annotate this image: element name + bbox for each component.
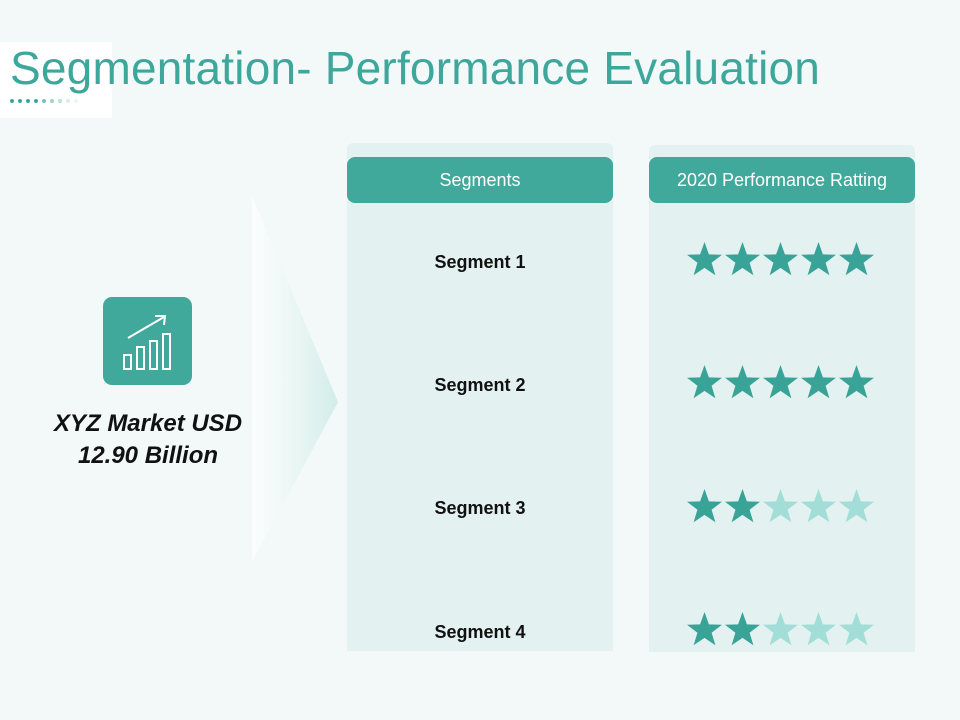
segment-label: Segment 1 [434, 252, 526, 272]
rating-header: 2020 Performance Ratting [649, 157, 915, 203]
star-filled-icon [801, 365, 836, 399]
star-empty-icon [801, 489, 836, 523]
market-size-text: XYZ Market USD 12.90 Billion [20, 408, 276, 472]
segment-label: Segment 4 [434, 622, 526, 642]
star-filled-icon [763, 365, 798, 399]
title-accent-block [0, 42, 112, 118]
segments-column [347, 143, 613, 651]
star-filled-icon [687, 489, 722, 523]
star-filled-icon [725, 365, 760, 399]
market-value: 12.90 Billion [77, 442, 219, 469]
star-filled-icon [725, 612, 760, 646]
star-filled-icon [687, 612, 722, 646]
star-filled-icon [687, 242, 722, 276]
title-dots-decoration [10, 99, 78, 103]
rating-stars [686, 488, 875, 524]
star-filled-icon [801, 242, 836, 276]
segment-label: Segment 3 [434, 498, 526, 518]
page-title: Segmentation- Performance Evaluation [10, 42, 821, 94]
market-label: XYZ Market USD [53, 410, 243, 437]
star-empty-icon [839, 489, 874, 523]
segments-header: Segments [347, 157, 613, 203]
star-filled-icon [725, 242, 760, 276]
chevron-arrow-decoration [252, 196, 338, 562]
star-filled-icon [839, 365, 874, 399]
bar-chart-growth-icon [103, 297, 192, 385]
star-filled-icon [725, 489, 760, 523]
rating-stars [686, 241, 875, 277]
rating-stars [686, 611, 875, 647]
rating-column [649, 145, 915, 652]
star-empty-icon [839, 612, 874, 646]
star-filled-icon [839, 242, 874, 276]
star-empty-icon [801, 612, 836, 646]
star-empty-icon [763, 612, 798, 646]
star-filled-icon [763, 242, 798, 276]
segment-label: Segment 2 [434, 375, 526, 395]
rating-stars [686, 364, 875, 400]
star-empty-icon [763, 489, 798, 523]
star-filled-icon [687, 365, 722, 399]
